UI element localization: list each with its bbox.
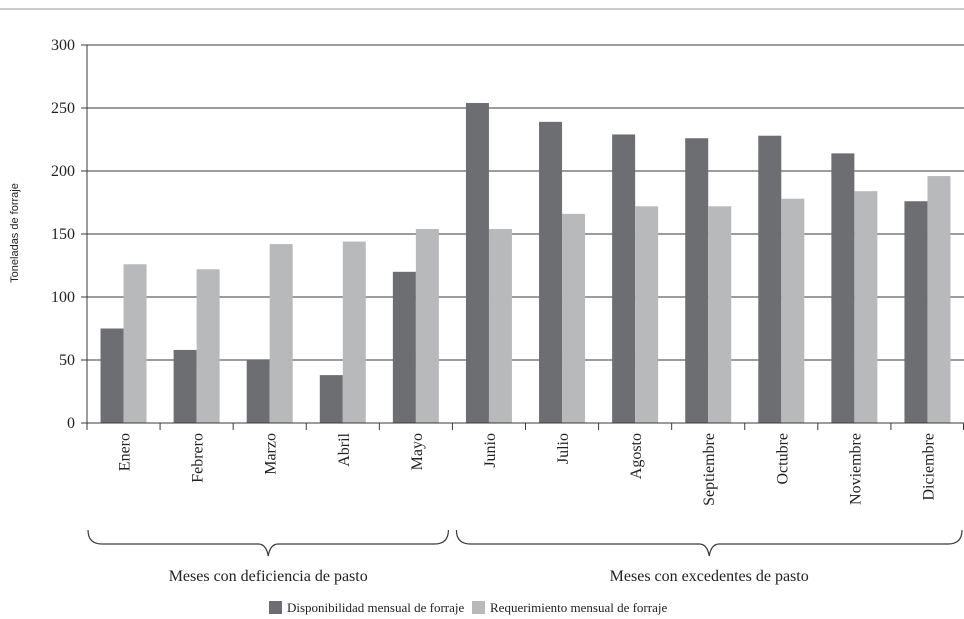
y-tick-label: 250 [51, 100, 75, 117]
x-tick-label: Abril [336, 432, 353, 466]
x-tick-label: Octubre [774, 433, 791, 485]
y-tick-label: 150 [51, 226, 75, 243]
y-tick-label: 100 [51, 289, 75, 306]
legend-label: Requerimiento mensual de forraje [490, 600, 667, 615]
bars [100, 102, 951, 424]
bar-series-1 [246, 360, 270, 423]
y-tick-label: 0 [67, 415, 75, 432]
bar-series-2 [488, 228, 512, 423]
legend-swatch [269, 601, 282, 614]
bar-series-1 [173, 349, 197, 423]
bar-series-1 [465, 102, 489, 424]
bar-series-2 [635, 206, 659, 423]
bar-series-1 [831, 153, 855, 424]
y-tick-labels: 0 50 100 150 200 250 300 [51, 37, 75, 432]
bar-series-1 [758, 135, 782, 423]
bar-series-1 [319, 375, 343, 423]
x-tick-label: Enero [117, 433, 134, 471]
x-tick-label: Noviembre [847, 433, 864, 505]
bar-series-2 [269, 244, 293, 423]
group-bracket [455, 529, 963, 557]
bar-series-1 [539, 121, 563, 424]
y-tick-label: 300 [51, 37, 75, 54]
bar-series-1 [392, 271, 416, 423]
grid-lines [81, 44, 964, 424]
x-tick-labels: Enero Febrero Marzo Abril Mayo Junio Julio Agos… [117, 432, 938, 505]
y-axis-label: Toneladas de forraje [9, 183, 21, 283]
x-tick-label: Diciembre [920, 433, 937, 501]
x-tick-label: Agosto [628, 433, 645, 479]
bar-series-2 [927, 176, 951, 423]
y-tick-label: 200 [51, 163, 75, 180]
bar-series-2 [854, 191, 878, 423]
bar-series-2 [415, 228, 439, 423]
bar-series-1 [612, 134, 636, 423]
x-tick-label: Mayo [409, 433, 426, 470]
bar-series-1 [904, 201, 928, 423]
y-tick-label: 50 [59, 352, 75, 369]
bar-series-2 [562, 213, 586, 423]
bar-series-2 [123, 264, 147, 423]
bar-series-2 [196, 269, 220, 423]
x-tick-label: Septiembre [701, 433, 718, 506]
bar-series-2 [708, 206, 732, 423]
bar-series-2 [342, 241, 366, 423]
axes [86, 45, 964, 430]
legend: Disponibilidad mensual de forraje Requeri… [269, 600, 667, 615]
x-tick-label: Febrero [190, 433, 207, 483]
legend-label: Disponibilidad mensual de forraje [287, 600, 464, 615]
legend-swatch [472, 601, 485, 614]
x-tick-label: Marzo [263, 433, 280, 475]
group-label: Meses con excedentes de pasto [610, 568, 809, 585]
group-brackets: Meses con deficiencia de pasto Meses con … [87, 529, 963, 585]
bar-series-1 [685, 138, 709, 424]
x-tick-label: Junio [482, 433, 499, 468]
bar-series-2 [781, 198, 805, 423]
bar-series-1 [100, 328, 124, 423]
x-tick-label: Julio [555, 433, 572, 464]
group-label: Meses con deficiencia de pasto [169, 568, 368, 585]
group-bracket [87, 529, 450, 557]
